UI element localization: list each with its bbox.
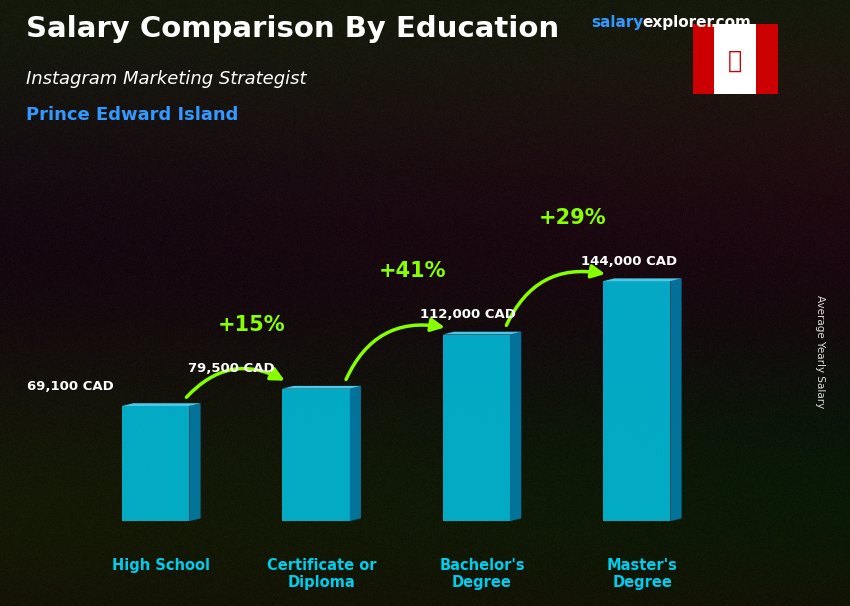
Polygon shape bbox=[349, 386, 361, 521]
Polygon shape bbox=[603, 281, 671, 521]
Text: Salary Comparison By Education: Salary Comparison By Education bbox=[26, 15, 558, 43]
Polygon shape bbox=[510, 331, 521, 521]
Text: +41%: +41% bbox=[378, 261, 446, 281]
Polygon shape bbox=[603, 278, 682, 281]
Text: explorer: explorer bbox=[643, 15, 715, 30]
Text: Bachelor's
Degree: Bachelor's Degree bbox=[439, 558, 524, 590]
Text: Certificate or
Diploma: Certificate or Diploma bbox=[267, 558, 377, 590]
Polygon shape bbox=[122, 403, 201, 406]
Polygon shape bbox=[443, 335, 510, 521]
Text: Instagram Marketing Strategist: Instagram Marketing Strategist bbox=[26, 70, 306, 88]
Bar bbox=[756, 24, 778, 94]
Text: 112,000 CAD: 112,000 CAD bbox=[421, 308, 516, 321]
Polygon shape bbox=[443, 331, 521, 335]
Text: .com: .com bbox=[711, 15, 751, 30]
Text: 144,000 CAD: 144,000 CAD bbox=[581, 255, 677, 268]
Text: salary: salary bbox=[591, 15, 643, 30]
Text: 79,500 CAD: 79,500 CAD bbox=[188, 362, 275, 375]
Polygon shape bbox=[190, 403, 201, 521]
Bar bbox=[714, 24, 756, 94]
Text: +29%: +29% bbox=[539, 208, 606, 228]
Bar bbox=[693, 24, 714, 94]
Text: Average Yearly Salary: Average Yearly Salary bbox=[815, 295, 825, 408]
Text: High School: High School bbox=[112, 558, 210, 573]
Polygon shape bbox=[282, 386, 361, 388]
Polygon shape bbox=[122, 406, 190, 521]
Polygon shape bbox=[671, 278, 682, 521]
Text: +15%: +15% bbox=[218, 315, 286, 335]
Text: Prince Edward Island: Prince Edward Island bbox=[26, 106, 238, 124]
Text: 69,100 CAD: 69,100 CAD bbox=[27, 380, 114, 393]
Text: Master's
Degree: Master's Degree bbox=[607, 558, 677, 590]
Polygon shape bbox=[282, 388, 349, 521]
Text: 🍁: 🍁 bbox=[728, 49, 742, 73]
